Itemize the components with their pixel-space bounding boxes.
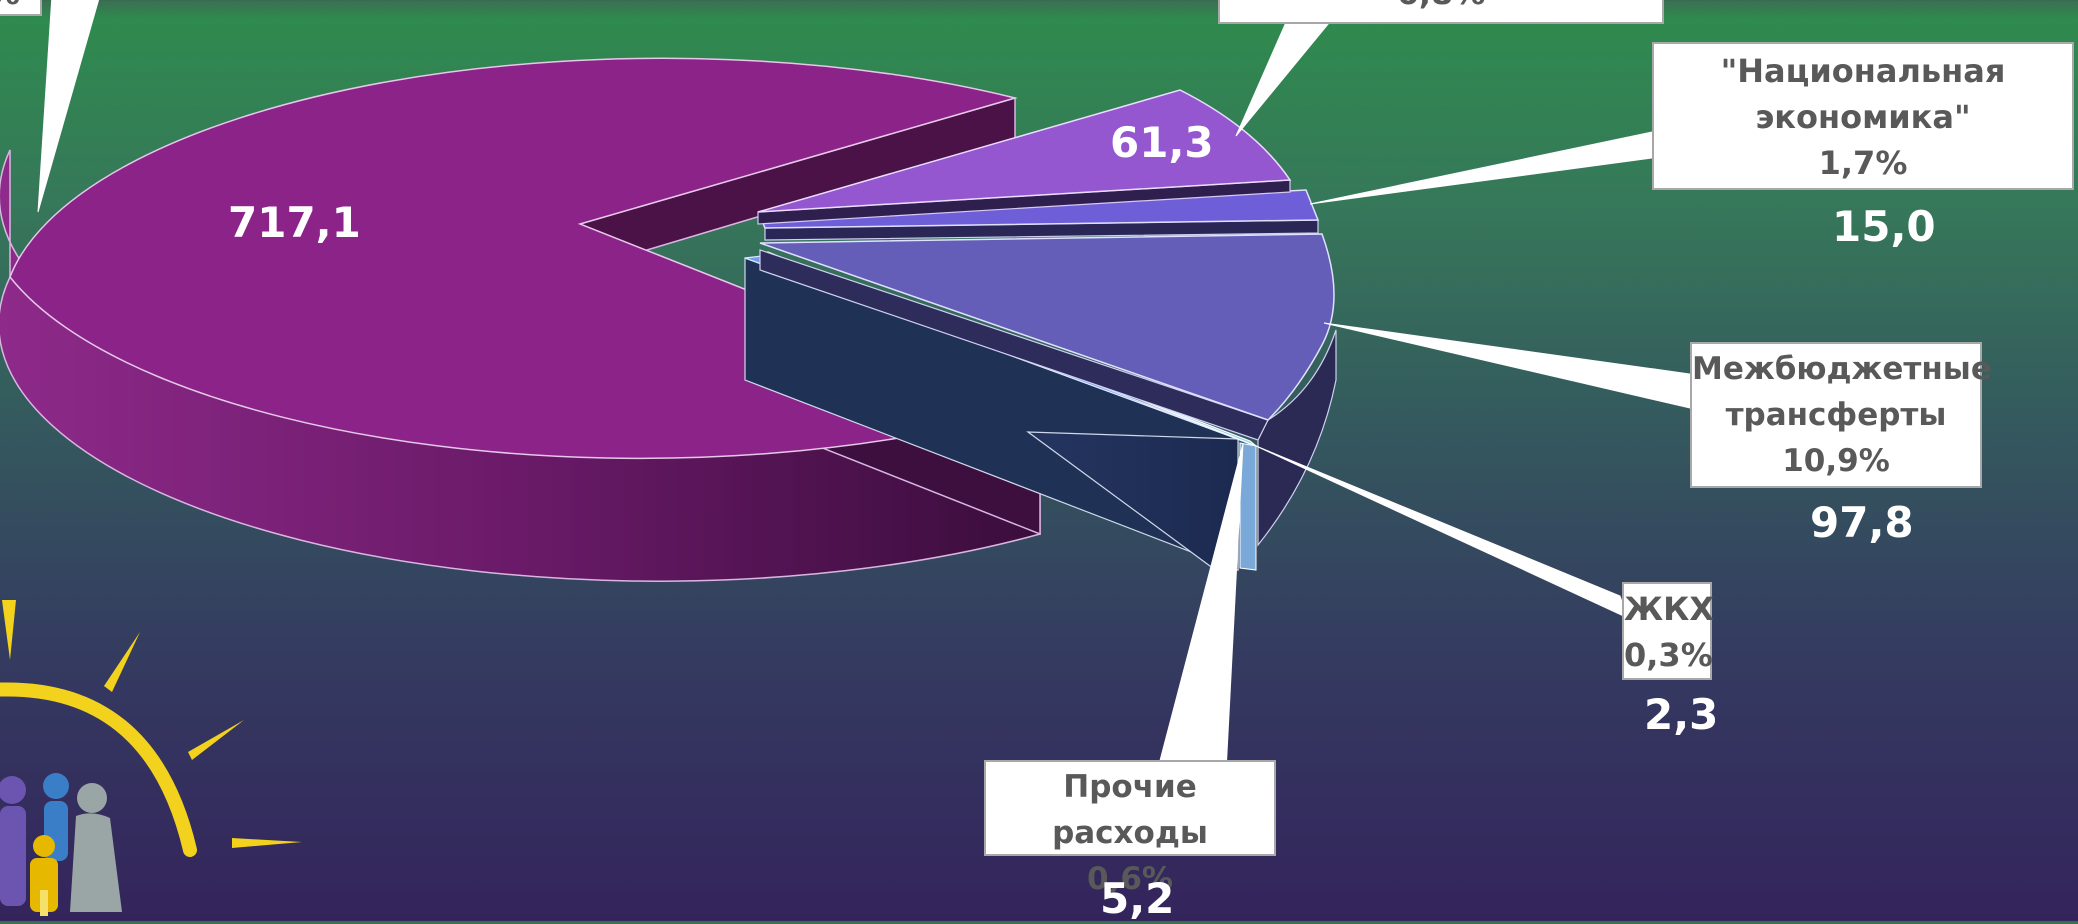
callout-zhkh-line1: ЖКХ [1624, 590, 1714, 628]
callout-main-percent: % [0, 0, 40, 16]
callout-pct68: 6,8% [1218, 0, 1664, 24]
callout-economy: "Национальная экономика" 1,7% [1652, 42, 2074, 190]
callout-economy-line2: экономика" [1755, 98, 1971, 136]
pointer-zhkh [1255, 445, 1629, 619]
callout-economy-line1: "Национальная [1720, 52, 2006, 90]
pointer-pct68 [1235, 0, 1349, 137]
value-label-pct68: 61,3 [1110, 118, 1214, 167]
callout-transfers-percent: 10,9% [1782, 443, 1890, 479]
pie-slice-transfers [759, 233, 1337, 547]
callout-pointers [37, 0, 1691, 773]
callout-transfers: Межбюджетные трансферты 10,9% [1690, 342, 1992, 488]
value-label-zhkh: 2,3 [1644, 690, 1719, 739]
callout-transfers-line1: Межбюджетные [1692, 351, 1992, 387]
callout-other-line1: Прочие расходы [1052, 769, 1208, 851]
value-label-other: 5,2 [1100, 874, 1175, 923]
callout-zhkh-percent: 0,3% [1624, 636, 1713, 674]
value-label-economy: 15,0 [1832, 202, 1936, 251]
pointer-transfers [1323, 322, 1691, 409]
pie-slice-economy [760, 189, 1320, 241]
callout-other-percent: 0,6% [1087, 861, 1173, 897]
pie-slice-main [0, 57, 1043, 582]
callout-zhkh: ЖКХ 0,3% [1622, 582, 1714, 680]
pie-slice-pct68 [757, 89, 1292, 225]
callout-economy-percent: 1,7% [1818, 144, 1908, 182]
sun-family-logo-icon [0, 600, 302, 916]
pointer-economy [1309, 131, 1653, 205]
value-label-main: 717,1 [228, 198, 361, 247]
value-label-transfers: 97,8 [1810, 498, 1914, 547]
callout-pct68-percent: 6,8% [1220, 0, 1662, 16]
callout-other: Прочие расходы 0,6% [984, 760, 1276, 897]
callout-main: % [0, 0, 42, 16]
callout-transfers-line2: трансферты [1725, 397, 1947, 433]
pointer-main [37, 0, 100, 213]
